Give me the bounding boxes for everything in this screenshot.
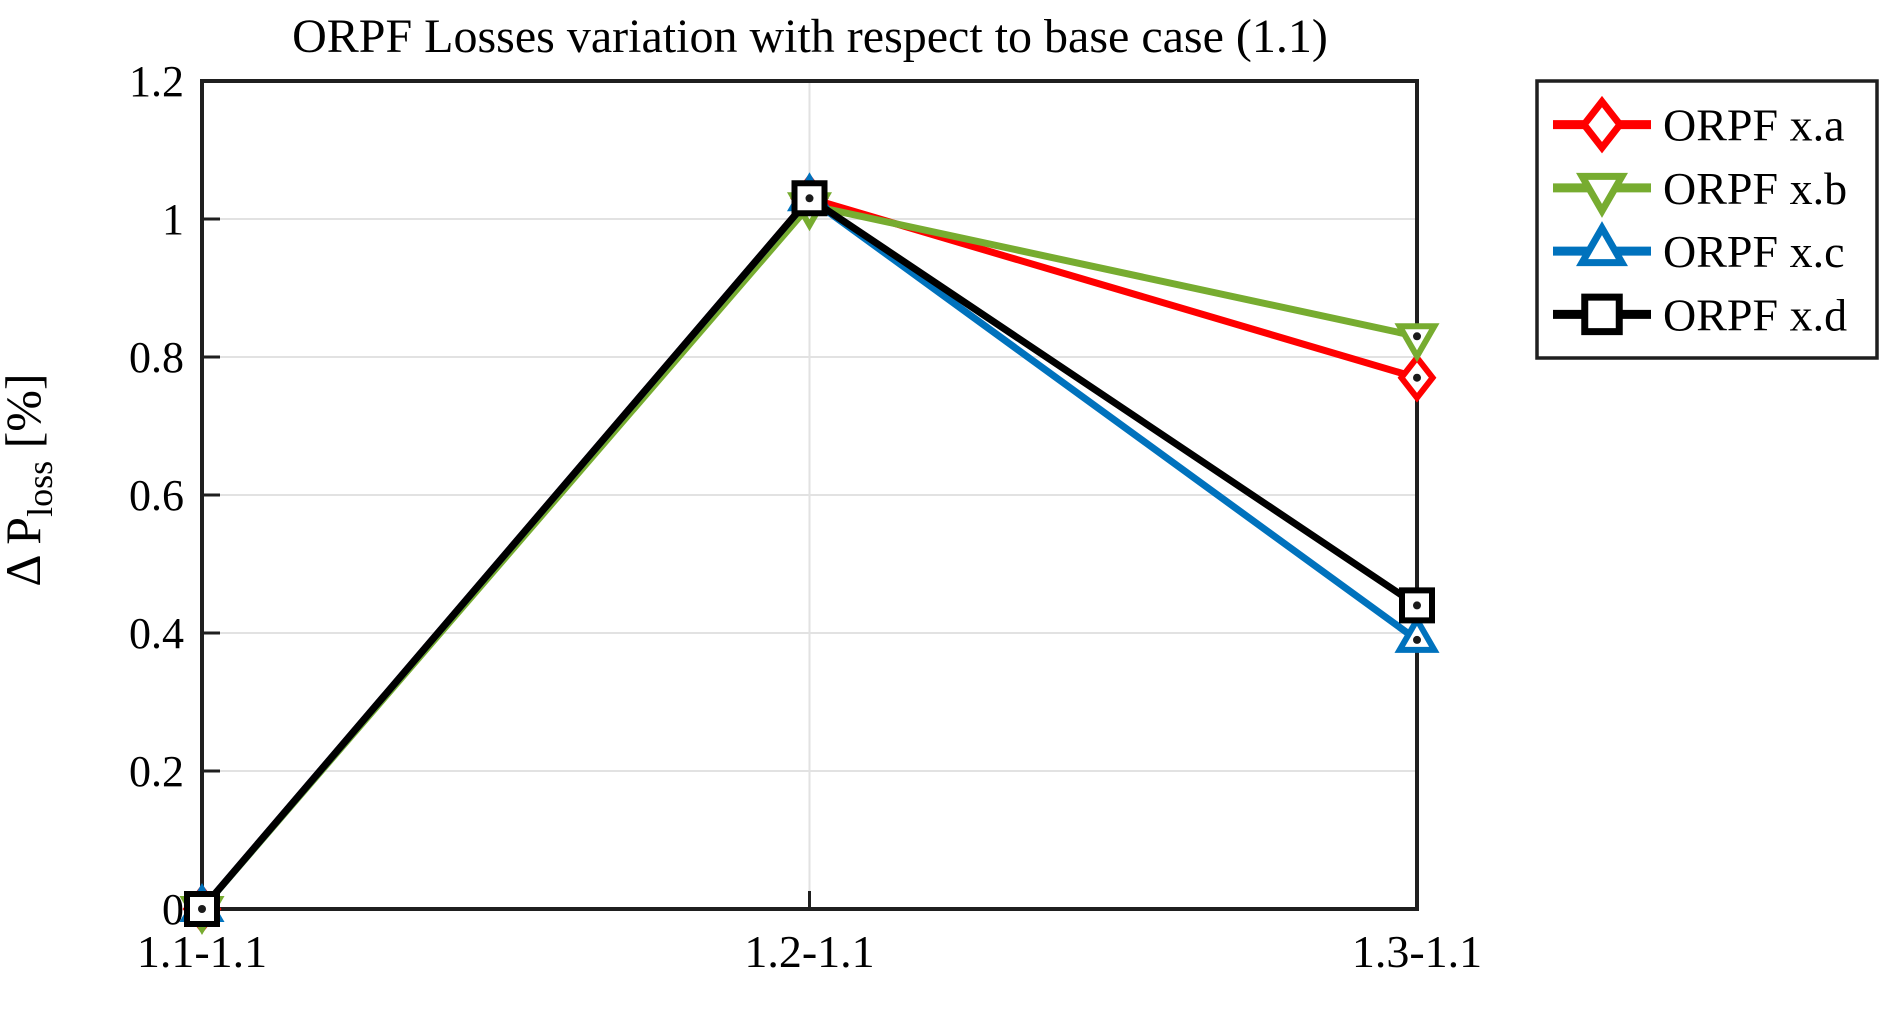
legend-label: ORPF x.a bbox=[1663, 100, 1844, 151]
data-marker-center-dot bbox=[1413, 332, 1421, 341]
y-axis-label: Δ Ploss [%] bbox=[0, 373, 60, 586]
legend-marker-icon bbox=[1579, 95, 1625, 154]
axis-tick-labels: 0 0.2 0.4 0.6 0.8 1 1.2 1.1-1.1 1.2-1.1 1.3-1.1 bbox=[129, 57, 1482, 977]
x-tick-label: 1.3-1.1 bbox=[1352, 926, 1482, 977]
data-marker-center-dot bbox=[198, 905, 206, 913]
y-tick-label: 0.2 bbox=[129, 747, 184, 796]
series-orpf-x-d bbox=[184, 180, 1435, 927]
data-marker-center-dot bbox=[1413, 601, 1421, 610]
y-axis-label-suffix: [%] bbox=[0, 373, 51, 460]
x-tick-label: 1.2-1.1 bbox=[744, 926, 874, 977]
x-tick-label: 1.1-1.1 bbox=[137, 926, 267, 977]
data-marker bbox=[1394, 613, 1440, 653]
plot-border bbox=[200, 79, 1419, 911]
legend-label: ORPF x.b bbox=[1663, 163, 1847, 214]
data-series bbox=[179, 172, 1440, 936]
legend-label: ORPF x.c bbox=[1663, 226, 1844, 277]
legend-item-orpf-x-d: ORPF x.d bbox=[1553, 289, 1847, 340]
legend-marker-icon bbox=[1576, 172, 1628, 218]
y-tick-label: 1.2 bbox=[129, 57, 184, 106]
legend-item-orpf-x-b: ORPF x.b bbox=[1553, 163, 1847, 218]
y-tick-label: 0.4 bbox=[129, 609, 184, 658]
legend-marker-icon bbox=[1576, 221, 1628, 267]
legend: ORPF x.a ORPF x.b ORPF x.c ORPF x.d bbox=[1535, 79, 1879, 360]
legend-label: ORPF x.d bbox=[1663, 289, 1847, 340]
y-tick-label: 0 bbox=[162, 885, 184, 934]
y-tick-label: 0.8 bbox=[129, 333, 184, 382]
data-marker bbox=[1394, 323, 1440, 363]
legend-item-orpf-x-a: ORPF x.a bbox=[1553, 95, 1844, 154]
legend-marker-icon bbox=[1581, 293, 1623, 336]
data-marker-center-dot bbox=[805, 194, 814, 203]
axis-ticks bbox=[200, 79, 1419, 911]
y-tick-label: 0.6 bbox=[129, 471, 184, 520]
data-marker-center-dot bbox=[1413, 635, 1421, 644]
data-marker-center-dot bbox=[1413, 373, 1421, 382]
y-axis-label-prefix: Δ P bbox=[0, 517, 51, 587]
y-axis-label-subscript: loss bbox=[20, 461, 60, 517]
chart-title: ORPF Losses variation with respect to ba… bbox=[292, 10, 1328, 63]
y-tick-label: 1 bbox=[162, 195, 184, 244]
legend-item-orpf-x-c: ORPF x.c bbox=[1553, 221, 1844, 277]
plot-box bbox=[200, 79, 1419, 911]
